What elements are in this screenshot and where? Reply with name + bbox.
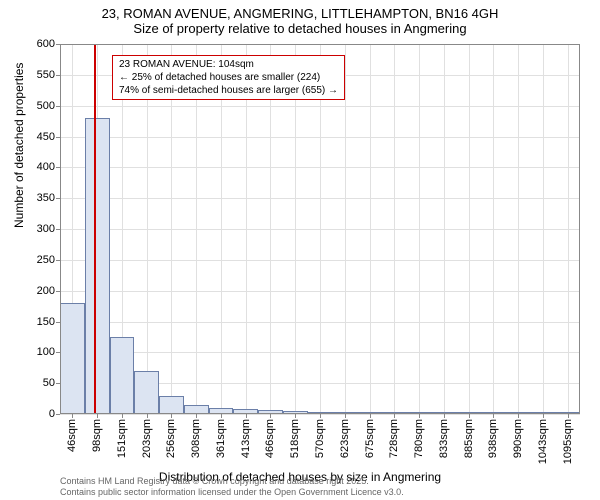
footer-line-2: Contains public sector information licen… [60,487,404,498]
ytick-label: 50 [43,377,55,389]
ytick-mark [56,260,60,261]
xtick-label: 151sqm [116,419,128,458]
xtick-mark [419,414,420,418]
xtick-mark [518,414,519,418]
xtick-mark [394,414,395,418]
ytick-label: 600 [37,38,55,50]
ytick-mark [56,322,60,323]
xtick-mark [469,414,470,418]
ytick-label: 400 [37,161,55,173]
xtick-label: 623sqm [339,419,351,458]
xtick-label: 885sqm [463,419,475,458]
xtick-label: 938sqm [487,419,499,458]
xtick-mark [270,414,271,418]
y-axis-label: Number of detached properties [12,63,26,228]
xtick-label: 518sqm [289,419,301,458]
xtick-label: 1043sqm [537,419,549,464]
xtick-label: 780sqm [413,419,425,458]
ytick-mark [56,137,60,138]
ytick-mark [56,198,60,199]
xtick-label: 46sqm [66,419,78,452]
xtick-mark [493,414,494,418]
ytick-mark [56,106,60,107]
xtick-mark [246,414,247,418]
xtick-label: 413sqm [240,419,252,458]
info-line-1: 23 ROMAN AVENUE: 104sqm [119,58,338,71]
ytick-label: 300 [37,223,55,235]
xtick-label: 203sqm [141,419,153,458]
xtick-label: 1095sqm [562,419,574,464]
xtick-label: 728sqm [388,419,400,458]
xtick-label: 256sqm [165,419,177,458]
xtick-label: 833sqm [438,419,450,458]
info-box: 23 ROMAN AVENUE: 104sqm ← 25% of detache… [112,55,345,100]
ytick-mark [56,383,60,384]
ytick-label: 250 [37,254,55,266]
xtick-mark [444,414,445,418]
xtick-mark [171,414,172,418]
ytick-label: 150 [37,316,55,328]
xtick-mark [97,414,98,418]
chart-title-block: 23, ROMAN AVENUE, ANGMERING, LITTLEHAMPT… [0,0,600,36]
title-line-1: 23, ROMAN AVENUE, ANGMERING, LITTLEHAMPT… [0,6,600,21]
xtick-mark [221,414,222,418]
ytick-label: 200 [37,285,55,297]
xtick-label: 98sqm [91,419,103,452]
ytick-mark [56,352,60,353]
chart-plot-area: 23 ROMAN AVENUE: 104sqm ← 25% of detache… [60,44,580,414]
footer-line-1: Contains HM Land Registry data © Crown c… [60,476,404,487]
xtick-label: 361sqm [215,419,227,458]
ytick-label: 100 [37,346,55,358]
xtick-mark [122,414,123,418]
xtick-mark [543,414,544,418]
xtick-mark [345,414,346,418]
ytick-mark [56,291,60,292]
xtick-label: 990sqm [512,419,524,458]
xtick-mark [320,414,321,418]
xtick-mark [72,414,73,418]
ytick-label: 350 [37,192,55,204]
footer: Contains HM Land Registry data © Crown c… [60,476,404,498]
info-line-2: ← 25% of detached houses are smaller (22… [119,71,338,84]
xtick-label: 570sqm [314,419,326,458]
xtick-mark [147,414,148,418]
xtick-label: 466sqm [264,419,276,458]
ytick-mark [56,75,60,76]
xtick-mark [196,414,197,418]
ytick-mark [56,167,60,168]
xtick-mark [568,414,569,418]
ytick-label: 0 [49,408,55,420]
xtick-mark [295,414,296,418]
ytick-mark [56,229,60,230]
title-line-2: Size of property relative to detached ho… [0,21,600,36]
xtick-label: 675sqm [364,419,376,458]
ytick-mark [56,44,60,45]
xtick-label: 308sqm [190,419,202,458]
ytick-mark [56,414,60,415]
info-line-3: 74% of semi-detached houses are larger (… [119,84,338,97]
ytick-label: 500 [37,100,55,112]
ytick-label: 550 [37,69,55,81]
xtick-mark [370,414,371,418]
ytick-label: 450 [37,131,55,143]
